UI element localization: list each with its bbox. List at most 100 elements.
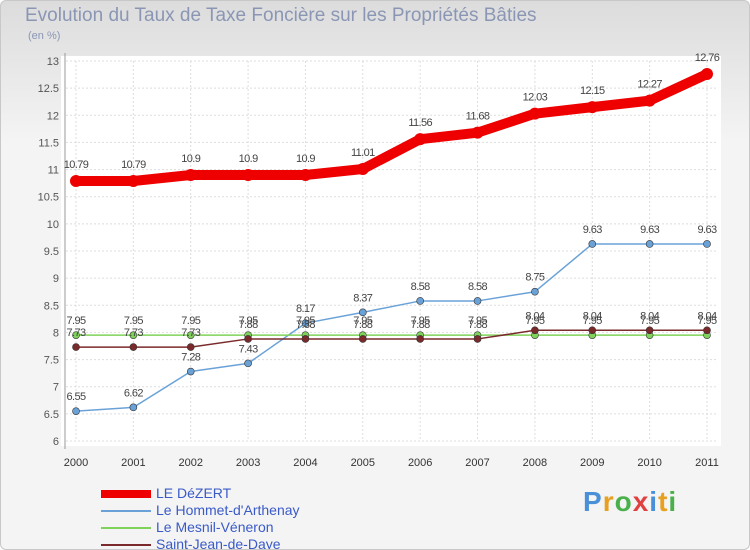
data-point: [186, 331, 195, 339]
data-label: 7.95: [353, 315, 372, 327]
data-point: [359, 308, 367, 317]
data-label: 8.04: [525, 310, 544, 322]
data-point: [72, 331, 80, 339]
data-label: 6.55: [66, 391, 85, 403]
x-tick-label: 2009: [580, 457, 604, 469]
logo-letter: r: [602, 486, 615, 517]
data-label: 8.04: [640, 310, 659, 322]
data-point: [129, 331, 138, 339]
data-label: 12.27: [637, 79, 662, 91]
logo-letter: P: [583, 486, 603, 517]
data-label: 12.15: [580, 85, 605, 97]
data-label: 8.04: [697, 310, 716, 322]
data-point: [186, 343, 195, 351]
data-point: [72, 343, 80, 351]
y-tick-label: 10: [47, 219, 59, 231]
logo-letter: t: [658, 486, 669, 517]
data-label: 7.88: [296, 319, 315, 331]
data-label: 11.56: [408, 117, 432, 129]
data-label: 9.63: [640, 224, 659, 236]
legend-label-le-hommet: Le Hommet-d'Arthenay: [156, 502, 300, 518]
y-tick-label: 9.5: [44, 246, 59, 258]
data-point: [244, 335, 252, 343]
legend-swatch-le-mesnil: [101, 527, 151, 529]
data-point: [356, 163, 369, 176]
data-point: [703, 240, 711, 248]
logo-letter: i: [649, 486, 659, 517]
legend-label-le-dezert: LE DéZERT: [156, 485, 232, 501]
data-point: [186, 367, 195, 376]
data-label: 7.88: [468, 319, 487, 331]
y-tick-label: 13: [47, 56, 59, 68]
logo-letter: i: [668, 486, 678, 517]
data-label: 7.88: [239, 319, 258, 331]
data-point: [588, 326, 597, 335]
x-tick-label: 2000: [64, 457, 88, 469]
series-line-0: [71, 69, 712, 186]
data-point: [473, 335, 482, 343]
data-label: 11.01: [351, 147, 375, 159]
data-point: [301, 319, 310, 328]
y-tick-label: 7: [53, 382, 59, 394]
y-tick-label: 7.5: [44, 355, 59, 367]
data-label: 7.95: [697, 315, 716, 327]
data-label: 7.95: [181, 315, 200, 327]
data-label: 10.9: [296, 153, 315, 165]
y-tick-label: 9: [53, 273, 59, 285]
y-tick-label: 8.5: [44, 300, 59, 312]
data-label: 10.79: [121, 159, 146, 171]
legend-swatch-saint-jean: [101, 544, 151, 546]
data-label: 10.79: [64, 159, 89, 171]
data-label: 8.17: [296, 303, 315, 315]
data-point: [473, 297, 482, 305]
data-point: [531, 326, 539, 335]
data-point: [531, 287, 539, 296]
data-point: [471, 126, 484, 139]
y-tick-label: 6.5: [44, 409, 59, 421]
data-point: [645, 326, 654, 335]
data-point: [129, 343, 138, 351]
data-label: 7.95: [583, 315, 602, 327]
data-label: 7.95: [296, 315, 315, 327]
data-label: 11.68: [466, 111, 490, 123]
data-label: 7.73: [181, 327, 200, 339]
data-label: 7.28: [181, 352, 200, 364]
x-tick-label: 2005: [351, 457, 375, 469]
data-point: [359, 335, 367, 343]
data-point: [701, 68, 713, 81]
x-tick-label: 2004: [293, 457, 317, 469]
data-label: 9.63: [697, 224, 716, 236]
x-tick-label: 2010: [637, 457, 661, 469]
data-label: 7.73: [66, 327, 85, 339]
data-label: 7.73: [124, 327, 143, 339]
data-label: 8.58: [411, 281, 430, 293]
logo-letter: o: [614, 486, 633, 517]
data-label: 8.58: [468, 281, 487, 293]
proxiti-logo: Proxiti: [583, 486, 677, 518]
data-point: [586, 101, 599, 114]
data-label: 7.95: [468, 315, 487, 327]
data-label: 10.9: [239, 153, 258, 165]
x-tick-label: 2011: [695, 457, 719, 469]
data-point: [127, 174, 140, 187]
data-label: 8.37: [353, 292, 372, 304]
series-line-1: [75, 243, 708, 412]
data-label: 7.95: [525, 315, 544, 327]
data-point: [129, 403, 138, 412]
chart-title: Evolution du Taux de Taxe Foncière sur l…: [25, 5, 537, 26]
y-tick-label: 6: [53, 436, 59, 448]
legend-swatch-le-dezert: [101, 490, 151, 498]
y-tick-label: 11.5: [38, 137, 59, 149]
data-point: [70, 174, 82, 187]
data-point: [703, 326, 711, 335]
data-label: 6.62: [124, 387, 143, 399]
x-tick-label: 2006: [408, 457, 432, 469]
data-point: [299, 169, 312, 181]
legend-label-saint-jean: Saint-Jean-de-Daye: [156, 536, 281, 550]
data-point: [643, 94, 656, 107]
data-label: 7.43: [239, 343, 258, 355]
y-tick-label: 10.5: [38, 192, 59, 204]
data-point: [645, 240, 654, 248]
